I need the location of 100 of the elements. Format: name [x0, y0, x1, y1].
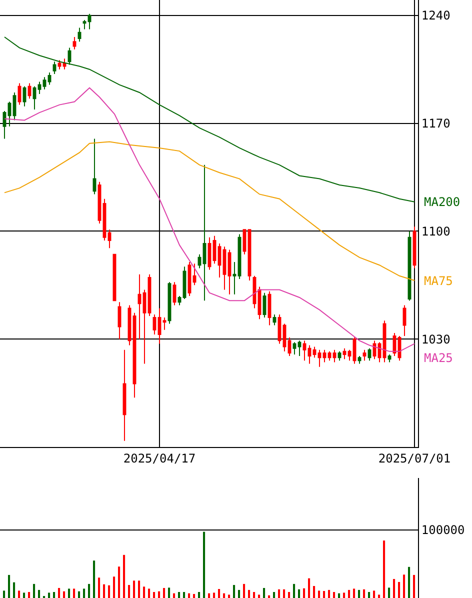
bar [238, 590, 240, 598]
bar [248, 590, 250, 598]
bar [48, 592, 50, 598]
bar [268, 595, 270, 598]
bar [368, 592, 370, 598]
candlestick [158, 308, 162, 344]
candlestick [362, 349, 366, 362]
candlestick [332, 349, 336, 363]
bar [203, 532, 206, 598]
bar [338, 593, 340, 598]
bar [408, 566, 410, 598]
bar [303, 588, 306, 598]
bar [168, 588, 170, 598]
bar [278, 589, 280, 598]
bar [283, 589, 286, 598]
bar [88, 584, 90, 598]
candlestick [48, 72, 52, 86]
bar [138, 580, 140, 598]
bar [58, 588, 60, 598]
candlestick [152, 314, 156, 335]
candlestick [118, 302, 122, 340]
bar [148, 588, 150, 598]
bar [233, 584, 236, 598]
line-series [4, 36, 415, 202]
bar [78, 591, 80, 598]
bar [273, 592, 276, 598]
bar [318, 590, 320, 598]
candlestick [218, 243, 222, 278]
bar [243, 584, 246, 598]
candlestick [302, 340, 306, 362]
bar [13, 582, 16, 598]
y-tick-label: 1030 [421, 332, 450, 346]
bar [98, 578, 100, 598]
bar [223, 593, 226, 598]
bar [73, 588, 76, 598]
candlestick [92, 138, 96, 195]
bar [388, 588, 390, 598]
candlestick [202, 164, 206, 302]
candlestick [2, 110, 6, 140]
bar [68, 588, 70, 598]
bar [328, 590, 330, 598]
bar [163, 588, 166, 598]
bar [23, 592, 26, 598]
bar [198, 592, 200, 598]
candlestick [82, 20, 86, 30]
bar [348, 590, 350, 598]
bar [173, 593, 176, 598]
candlestick [18, 82, 22, 106]
candlestick [162, 317, 166, 330]
bar [113, 576, 116, 598]
bar [323, 590, 326, 598]
bar [288, 592, 290, 598]
candlestick [62, 58, 66, 70]
candlestick [88, 13, 92, 30]
candlestick [52, 61, 56, 74]
candlestick [228, 249, 232, 295]
bar [313, 586, 316, 598]
candlestick [72, 36, 76, 50]
bar [218, 589, 220, 598]
bar [93, 560, 96, 598]
bar [193, 594, 196, 598]
bar [383, 540, 386, 598]
candlestick [38, 81, 42, 95]
bar [3, 590, 6, 598]
bar [398, 582, 400, 598]
bar [263, 588, 266, 598]
bar [123, 554, 126, 598]
candlestick [318, 349, 322, 368]
bar [343, 592, 346, 598]
candlestick [298, 340, 302, 357]
series-label: MA75 [424, 274, 453, 288]
y-tick-label: 100000 [421, 523, 465, 538]
bar [178, 592, 180, 598]
candlestick [142, 289, 146, 364]
bar [128, 584, 130, 598]
bar [8, 574, 10, 598]
candlestick [262, 292, 266, 318]
candlestick [42, 76, 46, 90]
candlestick [108, 229, 112, 249]
bar [378, 594, 380, 598]
candlestick [32, 86, 36, 110]
candlestick [192, 263, 196, 286]
candlestick [232, 262, 236, 295]
bar [53, 592, 56, 598]
candlestick [28, 82, 32, 100]
bar [183, 592, 186, 598]
candlestick [102, 198, 106, 241]
bar [228, 594, 230, 598]
candlestick [178, 295, 182, 306]
candlestick [322, 349, 326, 363]
candlestick [342, 348, 346, 360]
candlestick [272, 314, 276, 326]
series-label: MA25 [424, 351, 453, 365]
bar [298, 589, 300, 598]
candlestick [222, 246, 226, 290]
y-tick-label: 1100 [421, 224, 450, 238]
bar [28, 592, 30, 598]
candlestick [348, 349, 352, 362]
bar [38, 590, 40, 598]
candlestick [138, 274, 142, 340]
